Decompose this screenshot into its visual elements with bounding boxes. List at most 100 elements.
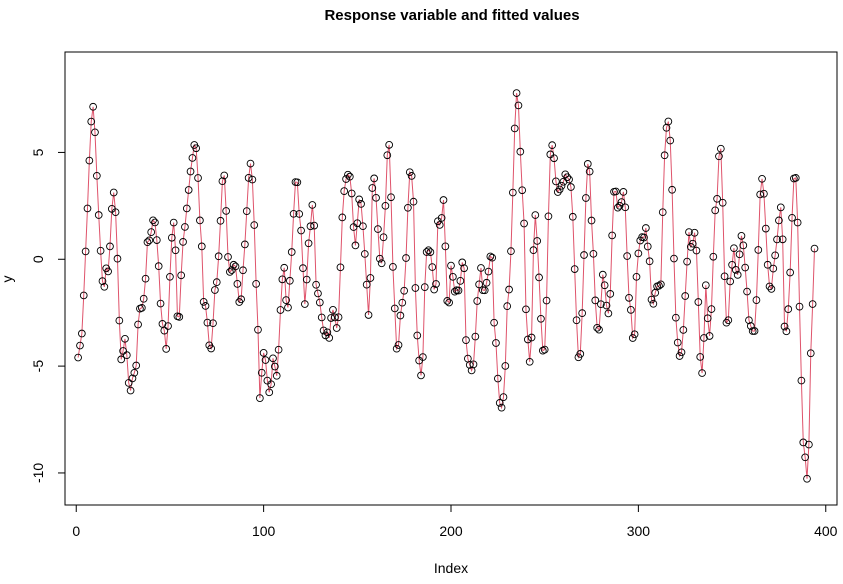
data-point: [379, 233, 388, 242]
data-point: [381, 201, 390, 210]
data-point: [690, 228, 699, 237]
data-point: [220, 171, 229, 180]
data-point: [495, 399, 504, 407]
data-point: [314, 289, 322, 298]
data-point: [336, 263, 345, 272]
data-point: [587, 216, 596, 225]
data-point: [655, 281, 663, 290]
data-point: [179, 238, 187, 246]
x-tick-label: 300: [627, 523, 651, 539]
data-point: [267, 380, 275, 389]
data-point: [462, 336, 470, 344]
data-point: [505, 285, 513, 294]
data-point: [143, 238, 152, 247]
data-point: [300, 300, 309, 308]
data-point: [503, 302, 512, 311]
data-point: [139, 294, 148, 303]
data-point: [625, 294, 633, 302]
data-point: [338, 213, 347, 222]
data-point: [518, 186, 527, 195]
data-point: [658, 208, 667, 217]
data-point: [160, 326, 169, 335]
data-point: [685, 228, 693, 236]
data-point: [739, 241, 748, 250]
data-point: [188, 154, 197, 162]
data-point: [329, 306, 337, 314]
chart-title: Response variable and fitted values: [324, 7, 579, 24]
data-point: [430, 285, 438, 294]
data-point: [226, 268, 234, 276]
data-point: [394, 341, 403, 349]
data-point: [673, 338, 682, 347]
data-point: [428, 263, 437, 271]
data-point: [115, 316, 124, 325]
data-point: [76, 341, 84, 350]
data-point: [612, 187, 620, 196]
data-point: [308, 201, 317, 209]
data-point: [121, 334, 129, 343]
data-point: [552, 177, 560, 186]
data-point: [212, 278, 221, 287]
data-point: [647, 295, 656, 304]
data-point: [531, 211, 540, 219]
data-point: [366, 274, 375, 282]
data-point: [96, 246, 105, 255]
data-point: [166, 272, 174, 281]
data-point: [761, 224, 770, 233]
data-point: [106, 242, 114, 251]
data-point: [340, 187, 349, 195]
data-point: [286, 276, 294, 285]
data-point: [342, 175, 350, 183]
data-point: [550, 154, 558, 163]
data-point: [265, 388, 274, 397]
data-point: [282, 296, 290, 304]
data-point: [488, 253, 497, 262]
data-point: [570, 265, 579, 273]
data-point: [377, 259, 386, 268]
data-point: [600, 281, 609, 290]
data-point: [778, 235, 787, 244]
data-point: [392, 344, 401, 353]
data-point: [677, 348, 686, 357]
data-point: [98, 277, 107, 285]
data-point: [417, 371, 425, 380]
data-point: [615, 201, 624, 210]
data-point: [765, 282, 774, 291]
data-point: [276, 306, 285, 314]
data-point: [795, 302, 804, 311]
data-point: [396, 311, 405, 320]
data-point: [582, 194, 590, 202]
data-point: [261, 356, 270, 364]
data-point: [527, 333, 536, 342]
data-point: [332, 324, 341, 332]
data-point: [445, 298, 453, 307]
data-point: [141, 274, 150, 283]
y-axis-label: y: [0, 276, 15, 283]
data-point: [299, 264, 307, 272]
data-point: [589, 249, 598, 258]
data-point: [194, 174, 202, 182]
data-point: [776, 203, 785, 212]
data-point: [306, 222, 315, 231]
data-point: [642, 224, 650, 232]
data-point: [578, 309, 587, 317]
data-point: [364, 311, 373, 319]
data-point: [132, 361, 141, 370]
y-axis: -10 -5 0 5: [30, 148, 66, 483]
data-point: [424, 246, 433, 255]
data-point: [746, 322, 755, 330]
data-point: [544, 212, 553, 221]
data-point: [565, 175, 573, 184]
data-point: [548, 141, 557, 150]
data-point: [806, 349, 815, 358]
data-point: [100, 282, 109, 291]
data-point: [104, 267, 112, 276]
data-point: [458, 258, 467, 267]
data-point: [469, 360, 478, 369]
data-point: [632, 272, 641, 281]
data-point: [722, 318, 731, 327]
data-point: [720, 272, 729, 281]
data-point: [383, 151, 392, 160]
data-point: [74, 353, 82, 362]
data-point: [542, 296, 551, 305]
